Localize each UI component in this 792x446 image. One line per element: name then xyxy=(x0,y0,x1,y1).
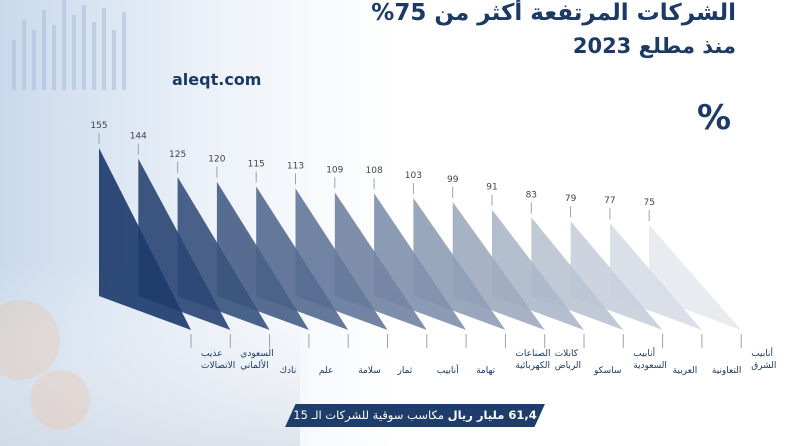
data-label-12: 83 xyxy=(526,190,537,200)
category-label-5: سلامة xyxy=(358,366,381,376)
data-label-9: 103 xyxy=(405,171,422,181)
chart-title: الشركات المرتفعة أكثر من 75% xyxy=(371,0,736,26)
data-label-6: 113 xyxy=(287,161,304,171)
category-label-10: كابلات الرياض xyxy=(555,349,581,371)
data-label-13: 79 xyxy=(565,194,577,204)
data-label-5: 115 xyxy=(248,160,265,170)
category-label-1: عذيب الاتصالات xyxy=(201,349,235,371)
data-label-4: 120 xyxy=(208,155,225,165)
category-label-12: أنابيب السعودية xyxy=(633,347,667,371)
category-label-14: التعاونية xyxy=(712,366,741,376)
data-label-8: 108 xyxy=(366,166,383,176)
category-label-7: أنابيب xyxy=(437,364,459,376)
category-label-11: ساسكو xyxy=(593,366,621,376)
footer-banner xyxy=(285,404,545,427)
footer-caption: مكاسب سوقية للشركات الـ 15 xyxy=(293,408,448,422)
footer-highlight: 61,4 مليار ريال xyxy=(447,408,537,422)
category-label-9: الصناعات الكهربائية xyxy=(515,349,550,371)
category-label-8: تهامة xyxy=(476,366,496,376)
category-label-6: ثمار xyxy=(397,366,413,376)
category-label-3: نادك xyxy=(280,366,297,376)
data-label-15: 75 xyxy=(643,198,654,208)
category-label-2: السعودي الألماني xyxy=(240,349,273,371)
data-label-14: 77 xyxy=(604,196,615,206)
data-label-10: 99 xyxy=(447,175,459,185)
category-label-13: العربية xyxy=(673,366,698,376)
data-label-3: 125 xyxy=(169,150,186,160)
data-label-2: 144 xyxy=(130,132,147,142)
data-label-1: 155 xyxy=(90,121,107,131)
chart-subtitle: منذ مطلع 2023 xyxy=(572,34,736,58)
bar-1 xyxy=(99,148,191,330)
footer-text: 61,4 مليار ريال مكاسب سوقية للشركات الـ … xyxy=(285,404,545,427)
data-label-7: 109 xyxy=(326,165,343,175)
data-label-11: 91 xyxy=(486,183,497,193)
unit-symbol: % xyxy=(697,98,732,138)
category-label-15: أنابيب الشرق xyxy=(751,347,776,371)
category-label-4: علم xyxy=(319,366,333,376)
site-url: aleqt.com xyxy=(172,70,262,89)
